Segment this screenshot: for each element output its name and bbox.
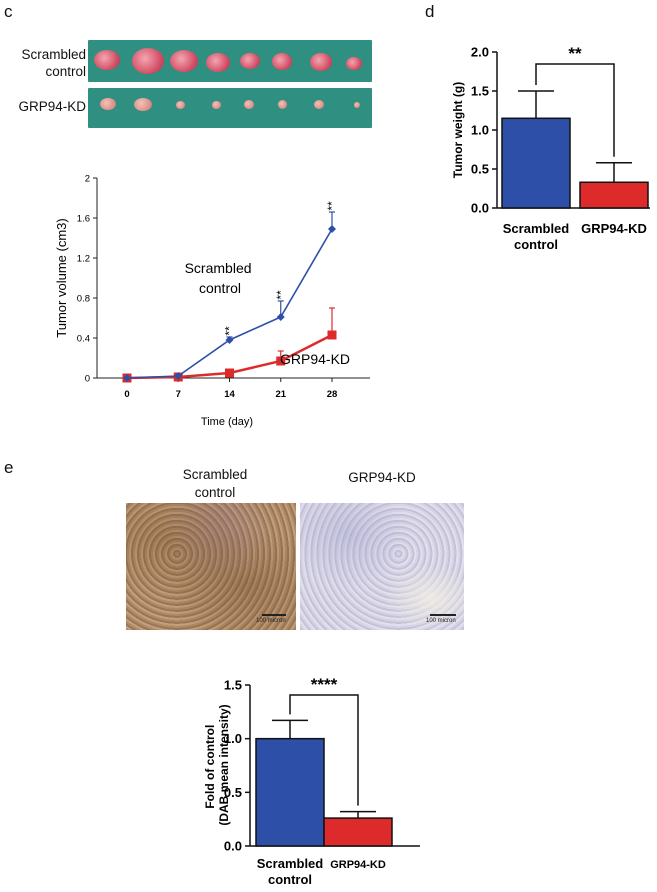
dab-significance-label: ****: [311, 675, 338, 694]
dab-y-tick-label: 0.5: [224, 785, 242, 800]
weight-category-label: Scrambled: [503, 221, 570, 236]
data-point-scrambled: [328, 225, 336, 233]
data-point-knockdown: [327, 330, 337, 340]
dab-y-tick-label: 0.0: [224, 839, 242, 854]
volume-x-tick-label: 28: [327, 389, 338, 400]
series-label-scrambled: Scrambled control: [185, 260, 256, 296]
weight-y-tick-label: 1.0: [471, 123, 489, 138]
tumor-weight-chart: Tumor weight (g) 0.0 0.5 1.0 1.5 2.0 Scramble…: [451, 44, 650, 252]
dab-y-tick-label: 1.5: [224, 678, 242, 693]
series-label-knockdown: GRP94-KD: [280, 351, 350, 367]
scale-bar-label-knockdown: 100 micron: [426, 618, 456, 624]
ihc-label-scrambled-line2: control: [194, 485, 236, 500]
photo-label-scrambled-line2: control: [45, 64, 86, 79]
ihc-label-scrambled-line1: Scrambled: [182, 467, 248, 482]
significance-marker: **: [223, 326, 237, 336]
ihc-image-knockdown: 100 micron: [300, 503, 464, 630]
tumor-photo-scrambled: [88, 40, 372, 82]
significance-marker: **: [325, 201, 339, 211]
photo-label-scrambled-line1: Scrambled: [21, 47, 86, 62]
dab-intensity-chart: Fold of control (DAB mean intensity) 0.0…: [203, 675, 420, 887]
ihc-label-scrambled: Scrambled control: [150, 466, 280, 502]
ihc-image-scrambled: 100 micron: [126, 503, 296, 630]
tumor-photo-knockdown: [88, 88, 372, 128]
dab-significance-bracket: [289, 694, 359, 806]
volume-y-tick-label: 2: [85, 174, 90, 185]
dab-category-label: control: [268, 872, 312, 887]
dab-category-label: Scrambled: [257, 856, 324, 871]
data-point-scrambled: [123, 374, 131, 382]
weight-y-axis-label: Tumor weight (g): [451, 82, 465, 178]
data-point-scrambled: [174, 372, 183, 380]
dab-y-tick-label: 1.0: [224, 731, 242, 746]
volume-y-tick-label: 0.8: [77, 294, 90, 305]
data-point-knockdown: [276, 356, 286, 366]
photo-label-knockdown: GRP94-KD: [18, 99, 86, 114]
volume-x-tick-label: 7: [176, 389, 181, 400]
volume-y-axis-label: Tumor volume (cm3): [54, 218, 69, 337]
dab-bar-scrambled: [255, 737, 325, 847]
scale-bar-label-scrambled: 100 micron: [256, 618, 286, 624]
weight-y-tick-label: 0.0: [471, 201, 489, 216]
volume-x-axis-label: Time (day): [201, 416, 253, 428]
weight-y-tick-label: 2.0: [471, 45, 489, 60]
weight-significance-label: **: [568, 44, 582, 63]
dab-bar-knockdown: [323, 817, 393, 847]
tumor-volume-chart: Tumor volume (cm3) Time (day) 0 0.4 0.8 1.2…: [54, 174, 370, 428]
weight-category-label: control: [514, 237, 558, 252]
panel-letter-d: d: [425, 2, 435, 21]
weight-category-label: GRP94-KD: [581, 221, 647, 236]
dab-y-axis-label: Fold of control (DAB mean intensity): [203, 704, 231, 825]
volume-x-tick-label: 21: [275, 389, 286, 400]
data-point-knockdown: [225, 368, 234, 378]
volume-y-tick-label: 0.4: [77, 334, 90, 345]
volume-y-tick-label: 1.6: [77, 214, 90, 225]
volume-y-tick-label: 0: [85, 374, 90, 385]
panel-letter-c: c: [4, 2, 13, 21]
weight-bar-knockdown: [579, 181, 649, 209]
ihc-label-knockdown: GRP94-KD: [348, 470, 416, 485]
data-point-scrambled: [276, 313, 285, 321]
photo-label-scrambled: Scrambled control: [0, 46, 86, 80]
volume-x-tick-label: 0: [124, 389, 129, 400]
weight-y-tick-label: 1.5: [471, 84, 489, 99]
data-point-scrambled: [225, 336, 234, 344]
dab-category-label: GRP94-KD: [330, 859, 386, 871]
significance-marker: **: [274, 290, 288, 300]
weight-significance-bracket: [535, 63, 615, 157]
weight-bar-scrambled: [501, 117, 571, 209]
volume-y-tick-label: 1.2: [77, 254, 90, 265]
weight-y-tick-label: 0.5: [471, 162, 489, 177]
panel-letter-e: e: [4, 458, 14, 477]
volume-x-tick-label: 14: [224, 389, 235, 400]
